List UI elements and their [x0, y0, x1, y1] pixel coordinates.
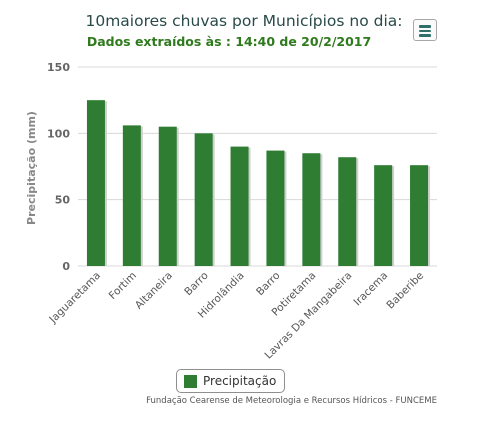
x-tick-label: Barro	[182, 270, 210, 298]
y-tick-label: 150	[47, 61, 70, 74]
bar[interactable]	[302, 153, 321, 266]
x-tick-label: Jaguaretama	[46, 270, 103, 327]
bar[interactable]	[374, 165, 393, 266]
x-tick-label: Barro	[254, 270, 282, 298]
chart-menu-button[interactable]	[413, 19, 437, 41]
bar[interactable]	[230, 146, 249, 266]
y-tick-label: 0	[62, 260, 70, 273]
bar[interactable]	[158, 126, 177, 266]
bars	[86, 100, 431, 267]
bar[interactable]	[338, 157, 357, 266]
bar[interactable]	[122, 125, 141, 266]
x-tick-label: Altaneira	[133, 270, 175, 312]
x-tick-label: Baberibe	[384, 270, 426, 312]
bar[interactable]	[266, 150, 285, 266]
credits-text: Fundação Cearense de Meteorologia e Recu…	[146, 396, 437, 406]
legend-swatch	[184, 374, 197, 388]
bar[interactable]	[410, 165, 429, 266]
x-tick-label: Fortim	[107, 270, 139, 302]
chart-title: 10maiores chuvas por Municípios no dia:	[85, 12, 403, 30]
bar[interactable]	[194, 133, 213, 266]
bar[interactable]	[86, 100, 105, 267]
y-axis-label: Precipitação (mm)	[25, 111, 38, 225]
y-tick-label: 50	[55, 194, 71, 207]
y-axis-ticks: 0 50 100 150	[47, 61, 70, 273]
legend-label: Precipitação	[203, 374, 277, 388]
legend-item-precipitacao[interactable]: Precipitação	[176, 369, 286, 393]
chart-subtitle: Dados extraídos às : 14:40 de 20/2/2017	[86, 34, 372, 49]
y-tick-label: 100	[47, 127, 70, 140]
